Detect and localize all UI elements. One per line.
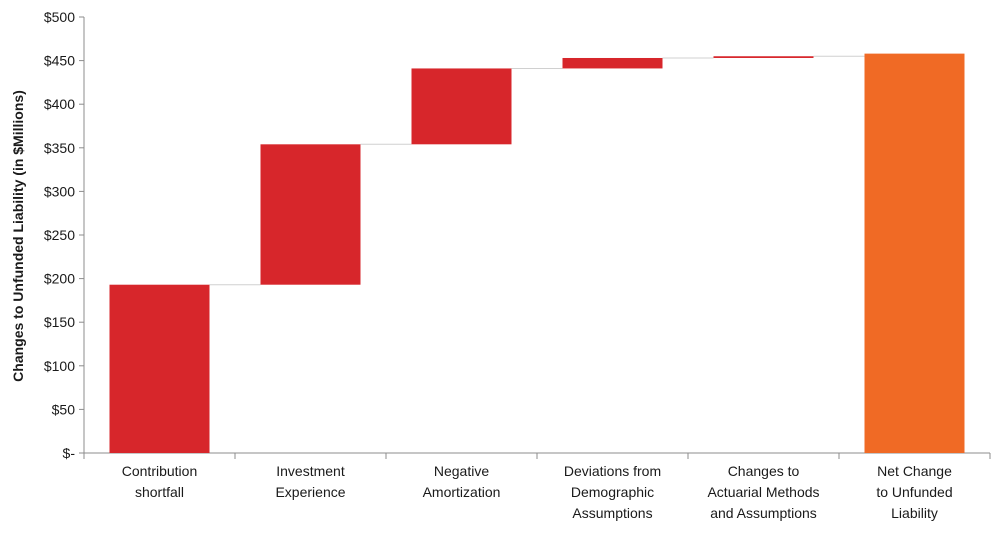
y-tick-label: $50 <box>52 401 76 417</box>
x-category-label: Changes to <box>728 463 800 479</box>
increase-bar <box>562 57 663 69</box>
y-tick-label: $- <box>63 445 76 461</box>
x-category-label: Actuarial Methods <box>707 484 819 500</box>
increase-bar <box>109 284 210 453</box>
x-category-label: Deviations from <box>564 463 661 479</box>
x-category-label: Experience <box>275 484 345 500</box>
x-category-label: Investment <box>276 463 345 479</box>
x-category-label: Amortization <box>423 484 501 500</box>
x-category-label: and Assumptions <box>710 505 817 521</box>
y-tick-label: $350 <box>44 140 75 156</box>
x-category-label: to Unfunded <box>876 484 952 500</box>
y-tick-label: $400 <box>44 96 75 112</box>
y-axis-title: Changes to Unfunded Liability (in $Milli… <box>10 90 26 382</box>
total-bar <box>864 53 965 454</box>
increase-bar <box>260 144 361 285</box>
x-category-label: Assumptions <box>572 505 652 521</box>
y-tick-label: $300 <box>44 183 75 199</box>
y-tick-label: $100 <box>44 358 75 374</box>
increase-bar <box>411 68 512 145</box>
x-category-label: Negative <box>434 463 489 479</box>
y-tick-label: $250 <box>44 227 75 243</box>
y-tick-label: $500 <box>44 9 75 25</box>
y-tick-label: $200 <box>44 271 75 287</box>
x-category-label: Liability <box>891 505 938 521</box>
x-category-label: Net Change <box>877 463 952 479</box>
y-tick-label: $150 <box>44 314 75 330</box>
x-category-label: Contribution <box>122 463 198 479</box>
x-category-label: shortfall <box>135 484 184 500</box>
x-category-label: Demographic <box>571 484 654 500</box>
y-tick-label: $450 <box>44 53 75 69</box>
increase-bar <box>713 56 814 58</box>
